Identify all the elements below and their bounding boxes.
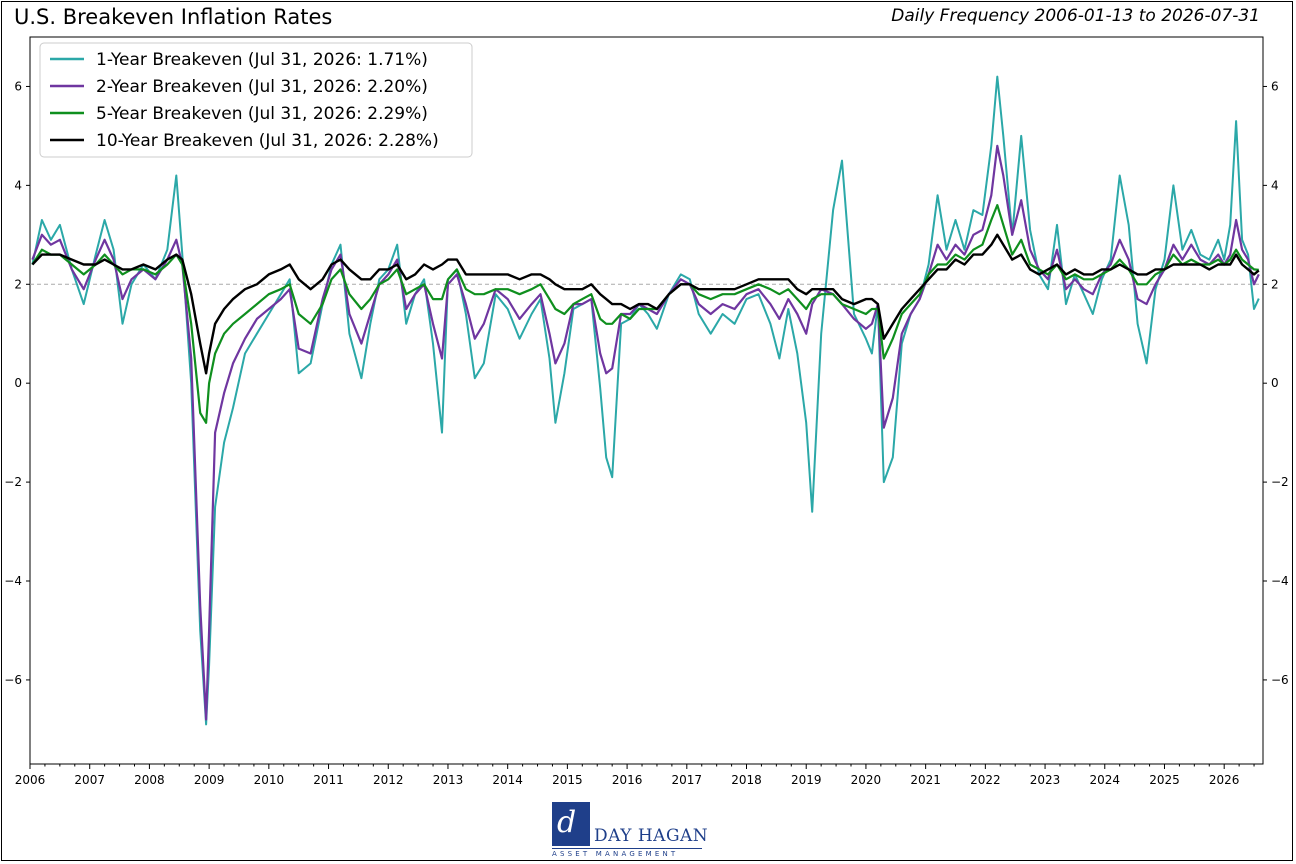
- x-tick-label: 2012: [373, 773, 404, 787]
- y-tick-label-left: −4: [4, 574, 22, 588]
- y-tick-label-left: 4: [14, 178, 22, 192]
- x-tick-label: 2015: [552, 773, 583, 787]
- legend-box: [39, 42, 473, 158]
- legend-label-2: 2-Year Breakeven (Jul 31, 2026: 2.20%): [96, 77, 428, 97]
- x-tick-label: 2007: [74, 773, 105, 787]
- x-tick-label: 2010: [254, 773, 285, 787]
- series-line-3: [31, 204, 1259, 424]
- x-tick-label: 2024: [1089, 773, 1120, 787]
- legend: 1-Year Breakeven (Jul 31, 2026: 1.71%) 2-…: [39, 42, 473, 158]
- x-tick-label: 2008: [134, 773, 165, 787]
- day-hagan-logo: d DAY HAGAN ASSET MANAGEMENT: [552, 800, 712, 860]
- y-tick-label-left: 0: [14, 376, 22, 390]
- series-line-1: [31, 75, 1260, 726]
- x-tick-label: 2006: [15, 773, 46, 787]
- x-tick-label: 2014: [492, 773, 523, 787]
- legend-label-1: 1-Year Breakeven (Jul 31, 2026: 1.71%): [96, 50, 428, 70]
- y-tick-label-right: 2: [1271, 277, 1279, 291]
- y-tick-label-right: −4: [1271, 574, 1289, 588]
- x-tick-label: 2013: [433, 773, 464, 787]
- x-tick-label: 2019: [791, 773, 822, 787]
- plot-area: 6 6 4 4 2 2 0 0 −2 −2 −4 −4 −6 −6 2006 2007 2008 2009 2010…: [4, 36, 1289, 787]
- legend-label-4: 10-Year Breakeven (Jul 31, 2026: 2.28%): [96, 131, 439, 151]
- series-line-4: [31, 233, 1260, 375]
- x-tick-label: 2018: [731, 773, 762, 787]
- logo-name: DAY HAGAN: [594, 826, 709, 846]
- y-tick-label-right: 6: [1271, 79, 1279, 93]
- x-tick-label: 2022: [970, 773, 1001, 787]
- y-tick-label-right: −2: [1271, 475, 1289, 489]
- x-tick-label: 2016: [612, 773, 643, 787]
- logo-mark-icon: d: [552, 802, 590, 846]
- y-tick-label-left: 6: [14, 79, 22, 93]
- series-line-2: [31, 144, 1260, 721]
- y-tick-label-left: −6: [4, 673, 22, 687]
- x-tick-label: 2026: [1209, 773, 1240, 787]
- y-tick-label-right: 4: [1271, 178, 1279, 192]
- y-tick-label-right: 0: [1271, 376, 1279, 390]
- x-tick-label: 2011: [313, 773, 344, 787]
- x-tick-label: 2017: [672, 773, 703, 787]
- x-tick-label: 2009: [194, 773, 225, 787]
- axes-frame: [29, 36, 1264, 765]
- x-tick-label: 2021: [910, 773, 941, 787]
- x-tick-label: 2020: [851, 773, 882, 787]
- y-tick-label-left: 2: [14, 277, 22, 291]
- x-tick-label: 2023: [1030, 773, 1061, 787]
- legend-label-3: 5-Year Breakeven (Jul 31, 2026: 2.29%): [96, 104, 428, 124]
- x-tick-label: 2025: [1149, 773, 1180, 787]
- chart-subtitle: Daily Frequency 2006-01-13 to 2026-07-31: [891, 6, 1260, 26]
- logo-tagline: ASSET MANAGEMENT: [552, 848, 702, 858]
- y-tick-label-right: −6: [1271, 673, 1289, 687]
- y-tick-label-left: −2: [4, 475, 22, 489]
- chart-title: U.S. Breakeven Inflation Rates: [14, 5, 333, 29]
